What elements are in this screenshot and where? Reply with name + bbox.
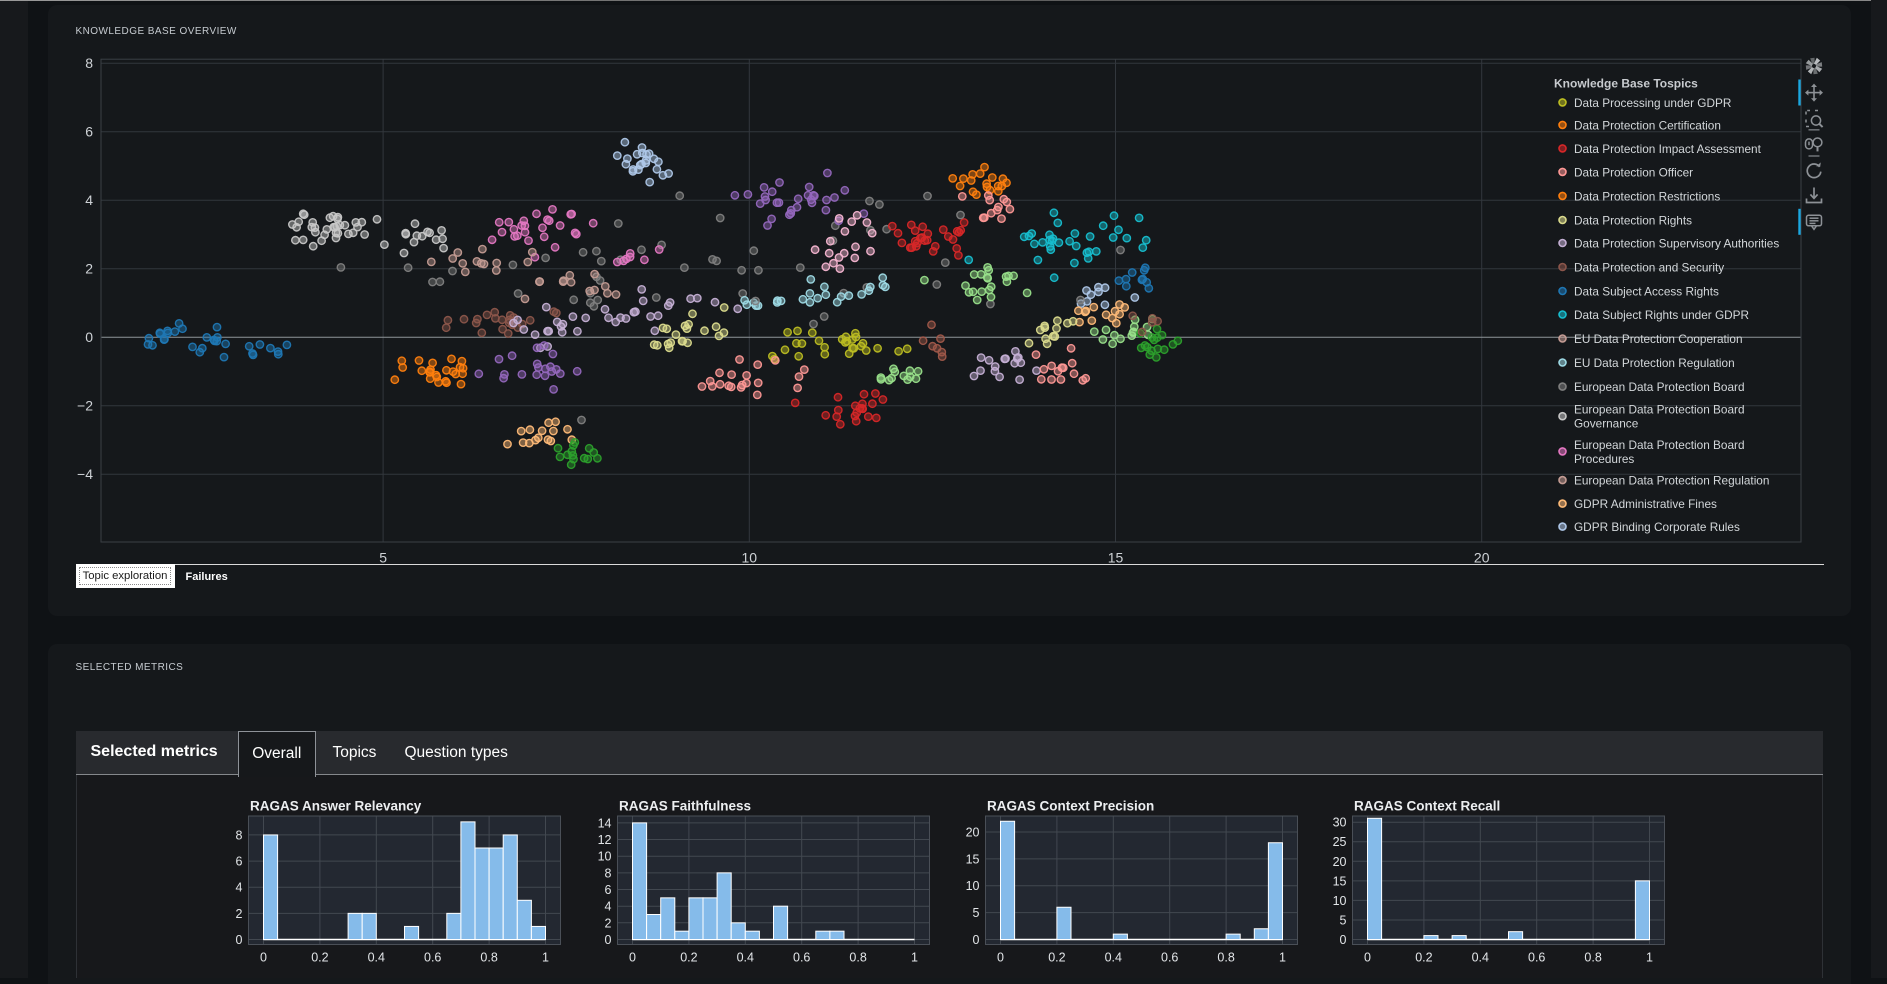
svg-text:Data Protection Rights: Data Protection Rights	[1574, 214, 1692, 228]
svg-text:European Data Protection Regul: European Data Protection Regulation	[1574, 474, 1769, 488]
svg-text:RAGAS Answer Relevancy: RAGAS Answer Relevancy	[250, 798, 422, 813]
svg-text:EU Data Protection Regulation: EU Data Protection Regulation	[1574, 356, 1735, 370]
svg-text:Data Processing under GDPR: Data Processing under GDPR	[1574, 96, 1731, 110]
svg-text:15: 15	[965, 852, 979, 866]
svg-text:0.6: 0.6	[1161, 950, 1178, 964]
svg-text:20: 20	[1473, 550, 1489, 566]
svg-text:RAGAS Faithfulness: RAGAS Faithfulness	[619, 798, 751, 813]
svg-text:Governance: Governance	[1574, 417, 1639, 431]
svg-text:Data Subject Access Rights: Data Subject Access Rights	[1574, 285, 1719, 299]
svg-text:10: 10	[597, 849, 611, 863]
svg-text:0.2: 0.2	[1048, 950, 1065, 964]
svg-text:0.2: 0.2	[680, 950, 697, 964]
svg-text:0: 0	[604, 933, 611, 947]
svg-text:12: 12	[597, 833, 611, 847]
svg-text:European Data Protection Board: European Data Protection Board	[1574, 380, 1745, 394]
svg-text:1: 1	[1279, 950, 1286, 964]
svg-text:14: 14	[597, 816, 611, 830]
svg-text:6: 6	[85, 124, 93, 140]
svg-text:0.8: 0.8	[1584, 950, 1601, 964]
svg-text:8: 8	[85, 55, 93, 71]
svg-text:0: 0	[1364, 950, 1371, 964]
svg-text:0.6: 0.6	[793, 950, 810, 964]
svg-text:Data Protection Officer: Data Protection Officer	[1574, 165, 1693, 179]
svg-text:4: 4	[235, 880, 242, 894]
svg-text:RAGAS Context Recall: RAGAS Context Recall	[1354, 798, 1500, 813]
svg-text:Data Protection Supervisory Au: Data Protection Supervisory Authorities	[1574, 237, 1779, 251]
svg-text:1: 1	[1646, 950, 1653, 964]
svg-text:GDPR Binding Corporate Rules: GDPR Binding Corporate Rules	[1574, 520, 1740, 534]
svg-text:Knowledge Base Tospics: Knowledge Base Tospics	[1554, 77, 1698, 91]
svg-text:15: 15	[1107, 550, 1123, 566]
svg-text:20: 20	[1332, 854, 1346, 868]
svg-text:2: 2	[235, 906, 242, 920]
svg-text:Data Protection Certification: Data Protection Certification	[1574, 118, 1721, 132]
svg-text:5: 5	[972, 906, 979, 920]
svg-text:0: 0	[235, 933, 242, 947]
svg-text:2: 2	[85, 261, 93, 277]
svg-text:Data Protection and Security: Data Protection and Security	[1574, 261, 1724, 275]
svg-text:5: 5	[379, 550, 387, 566]
svg-text:5: 5	[1339, 913, 1346, 927]
svg-text:20: 20	[965, 825, 979, 839]
svg-text:2: 2	[604, 916, 611, 930]
svg-text:8: 8	[235, 828, 242, 842]
svg-text:GDPR Administrative Fines: GDPR Administrative Fines	[1574, 497, 1717, 511]
svg-text:0: 0	[972, 933, 979, 947]
svg-text:10: 10	[965, 879, 979, 893]
svg-text:Data Protection Restrictions: Data Protection Restrictions	[1574, 189, 1720, 203]
svg-text:1: 1	[911, 950, 918, 964]
svg-text:15: 15	[1332, 874, 1346, 888]
svg-text:0: 0	[260, 950, 267, 964]
svg-text:−4: −4	[77, 466, 93, 482]
svg-text:0.8: 0.8	[1217, 950, 1234, 964]
svg-text:RAGAS Context Precision: RAGAS Context Precision	[987, 798, 1154, 813]
svg-text:1: 1	[542, 950, 549, 964]
svg-text:0: 0	[997, 950, 1004, 964]
svg-text:0.6: 0.6	[424, 950, 441, 964]
svg-text:6: 6	[604, 883, 611, 897]
svg-text:0.8: 0.8	[849, 950, 866, 964]
svg-text:European Data Protection Board: European Data Protection Board	[1574, 438, 1745, 452]
svg-text:30: 30	[1332, 815, 1346, 829]
svg-text:4: 4	[604, 899, 611, 913]
svg-text:6: 6	[235, 854, 242, 868]
svg-text:European Data Protection Board: European Data Protection Board	[1574, 403, 1745, 417]
svg-text:0.4: 0.4	[736, 950, 753, 964]
svg-text:25: 25	[1332, 835, 1346, 849]
svg-text:0.4: 0.4	[367, 950, 384, 964]
svg-text:0.6: 0.6	[1528, 950, 1545, 964]
svg-text:0.2: 0.2	[311, 950, 328, 964]
svg-text:0.4: 0.4	[1104, 950, 1121, 964]
svg-text:0: 0	[85, 329, 93, 345]
svg-text:0.4: 0.4	[1471, 950, 1488, 964]
svg-text:Procedures: Procedures	[1574, 452, 1634, 466]
svg-text:0.8: 0.8	[480, 950, 497, 964]
svg-text:Data Protection Impact Assessm: Data Protection Impact Assessment	[1574, 142, 1762, 156]
svg-text:0: 0	[629, 950, 636, 964]
svg-text:8: 8	[604, 866, 611, 880]
svg-text:EU Data Protection Cooperation: EU Data Protection Cooperation	[1574, 332, 1743, 346]
svg-text:Data Subject Rights under GDPR: Data Subject Rights under GDPR	[1574, 308, 1749, 322]
svg-text:10: 10	[741, 550, 757, 566]
svg-text:0.2: 0.2	[1415, 950, 1432, 964]
svg-text:4: 4	[85, 192, 93, 208]
svg-text:10: 10	[1332, 893, 1346, 907]
svg-text:−2: −2	[77, 398, 93, 414]
svg-text:0: 0	[1339, 933, 1346, 947]
